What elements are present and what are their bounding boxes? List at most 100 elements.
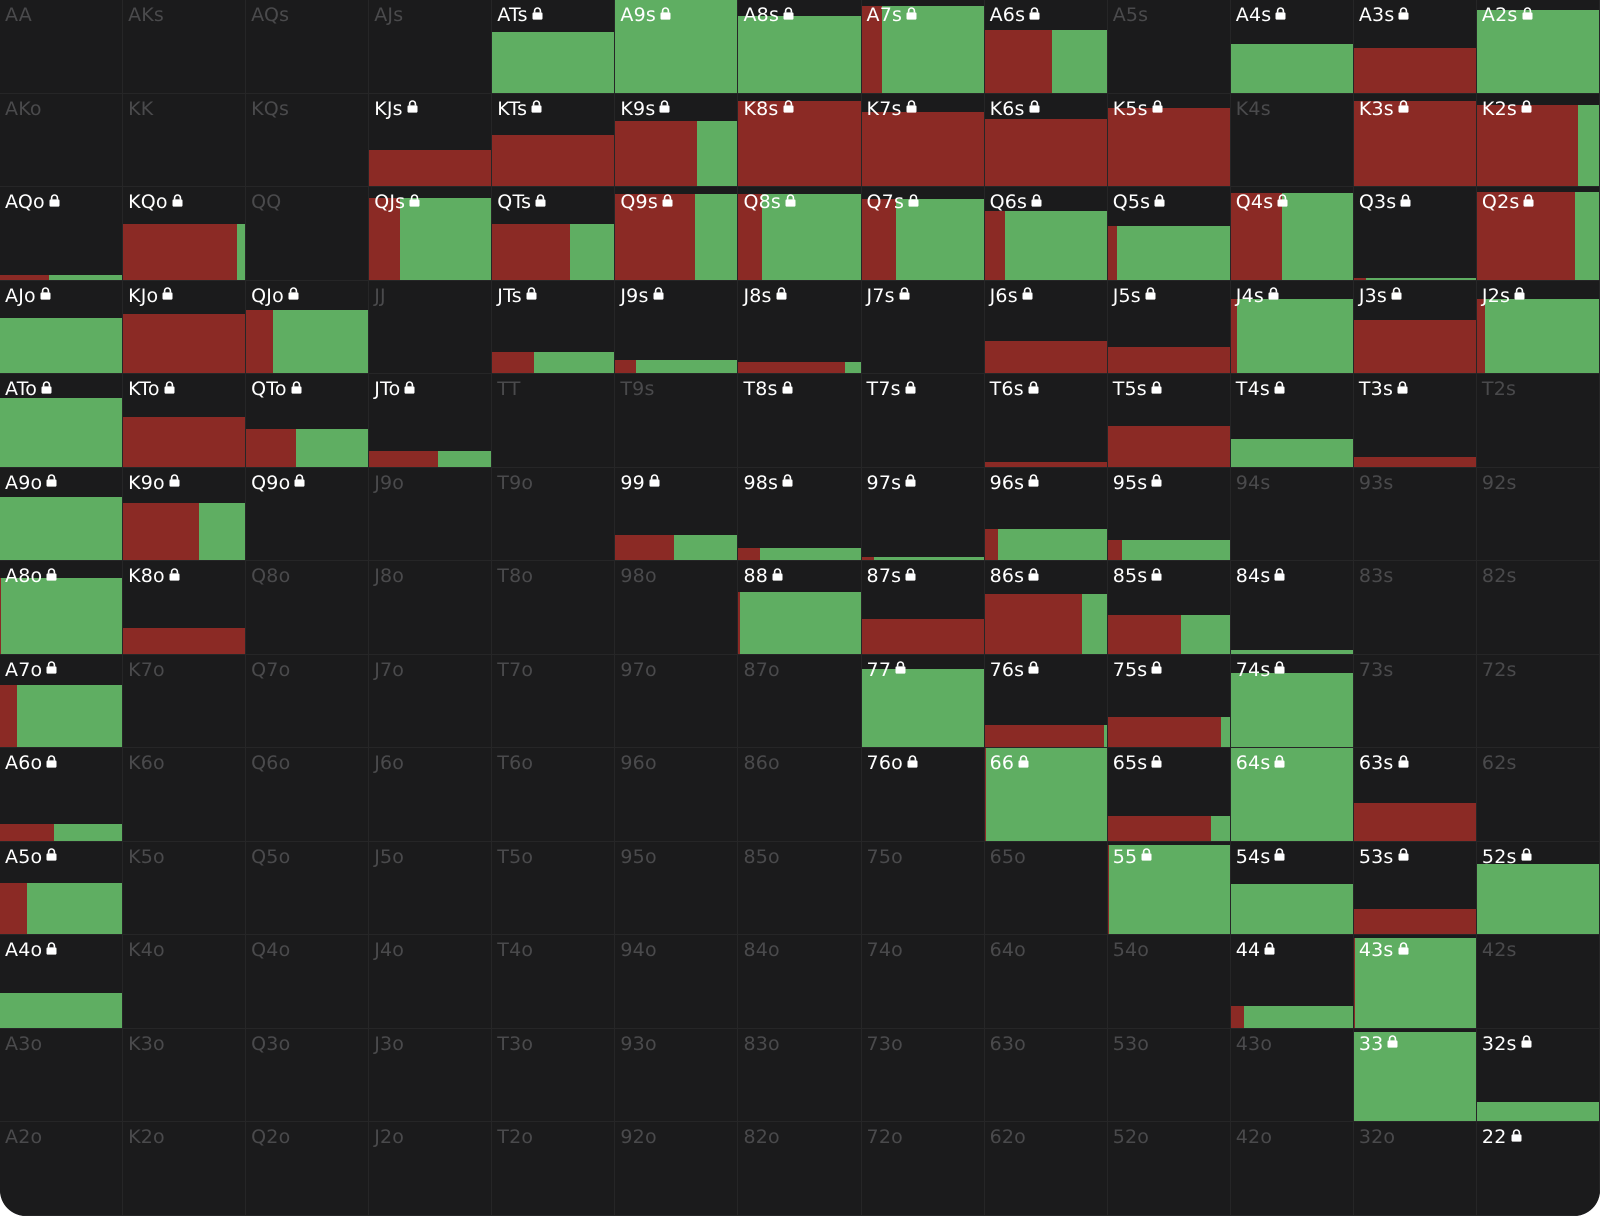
hand-cell[interactable]: 82o — [738, 1122, 862, 1216]
hand-cell[interactable]: T8o — [492, 561, 616, 655]
hand-cell[interactable]: 66 — [984, 748, 1108, 842]
hand-cell[interactable]: 65s — [1107, 748, 1231, 842]
hand-cell[interactable]: J7o — [369, 654, 493, 749]
hand-cell[interactable]: 76s — [984, 654, 1108, 749]
hand-cell[interactable]: J6s — [984, 280, 1108, 375]
hand-cell[interactable]: 86o — [738, 748, 862, 842]
hand-cell[interactable]: 92s — [1476, 467, 1600, 562]
hand-cell[interactable]: 53o — [1107, 1028, 1231, 1123]
hand-cell[interactable]: J8o — [369, 561, 493, 655]
hand-cell[interactable]: TT — [492, 374, 616, 468]
hand-cell[interactable]: T5o — [492, 841, 616, 936]
hand-cell[interactable]: KK — [123, 93, 247, 188]
hand-cell[interactable]: 63o — [984, 1028, 1108, 1123]
hand-cell[interactable]: ATo — [0, 374, 124, 468]
hand-cell[interactable]: A9s — [615, 0, 739, 94]
hand-cell[interactable]: K4o — [123, 935, 247, 1029]
hand-cell[interactable]: 74s — [1230, 654, 1354, 749]
hand-cell[interactable]: A5o — [0, 841, 124, 936]
hand-cell[interactable]: K7o — [123, 654, 247, 749]
hand-cell[interactable]: A8s — [738, 0, 862, 94]
hand-cell[interactable]: Q2o — [246, 1122, 370, 1216]
hand-cell[interactable]: Q9o — [246, 467, 370, 562]
hand-cell[interactable]: Q4o — [246, 935, 370, 1029]
hand-cell[interactable]: 95s — [1107, 467, 1231, 562]
hand-cell[interactable]: A7o — [0, 654, 124, 749]
hand-cell[interactable]: Q3o — [246, 1028, 370, 1123]
hand-cell[interactable]: AA — [0, 0, 124, 94]
hand-cell[interactable]: K2s — [1476, 93, 1600, 188]
hand-cell[interactable]: 55 — [1107, 841, 1231, 936]
hand-cell[interactable]: 42s — [1476, 935, 1600, 1029]
hand-cell[interactable]: T6o — [492, 748, 616, 842]
hand-cell[interactable]: Q9s — [615, 187, 739, 281]
hand-cell[interactable]: 94s — [1230, 467, 1354, 562]
hand-cell[interactable]: J6o — [369, 748, 493, 842]
hand-cell[interactable]: 83o — [738, 1028, 862, 1123]
hand-cell[interactable]: 52o — [1107, 1122, 1231, 1216]
hand-cell[interactable]: J4o — [369, 935, 493, 1029]
hand-cell[interactable]: T8s — [738, 374, 862, 468]
hand-cell[interactable]: KQs — [246, 93, 370, 188]
hand-cell[interactable]: 73s — [1353, 654, 1477, 749]
hand-cell[interactable]: K6s — [984, 93, 1108, 188]
hand-cell[interactable]: 83s — [1353, 561, 1477, 655]
hand-cell[interactable]: T9o — [492, 467, 616, 562]
hand-cell[interactable]: A4s — [1230, 0, 1354, 94]
hand-cell[interactable]: 97o — [615, 654, 739, 749]
hand-cell[interactable]: A2o — [0, 1122, 124, 1216]
hand-cell[interactable]: 52s — [1476, 841, 1600, 936]
hand-cell[interactable]: ATs — [492, 0, 616, 94]
hand-cell[interactable]: Q5s — [1107, 187, 1231, 281]
hand-cell[interactable]: 86s — [984, 561, 1108, 655]
hand-cell[interactable]: T6s — [984, 374, 1108, 468]
hand-cell[interactable]: Q6o — [246, 748, 370, 842]
hand-cell[interactable]: 22 — [1476, 1122, 1600, 1216]
hand-cell[interactable]: 62o — [984, 1122, 1108, 1216]
hand-cell[interactable]: K5s — [1107, 93, 1231, 188]
hand-cell[interactable]: 65o — [984, 841, 1108, 936]
hand-cell[interactable]: 95o — [615, 841, 739, 936]
hand-cell[interactable]: AQo — [0, 187, 124, 281]
hand-cell[interactable]: KJo — [123, 280, 247, 375]
hand-cell[interactable]: KJs — [369, 93, 493, 188]
hand-cell[interactable]: K2o — [123, 1122, 247, 1216]
hand-cell[interactable]: Q5o — [246, 841, 370, 936]
hand-cell[interactable]: A9o — [0, 467, 124, 562]
hand-cell[interactable]: A3s — [1353, 0, 1477, 94]
hand-cell[interactable]: 64s — [1230, 748, 1354, 842]
hand-cell[interactable]: 84o — [738, 935, 862, 1029]
hand-cell[interactable]: 62s — [1476, 748, 1600, 842]
hand-cell[interactable]: 72s — [1476, 654, 1600, 749]
hand-cell[interactable]: AQs — [246, 0, 370, 94]
hand-cell[interactable]: A6s — [984, 0, 1108, 94]
hand-cell[interactable]: T3s — [1353, 374, 1477, 468]
hand-cell[interactable]: T2o — [492, 1122, 616, 1216]
hand-cell[interactable]: KQo — [123, 187, 247, 281]
hand-cell[interactable]: A6o — [0, 748, 124, 842]
hand-cell[interactable]: K3s — [1353, 93, 1477, 188]
hand-cell[interactable]: JJ — [369, 280, 493, 375]
hand-cell[interactable]: J3o — [369, 1028, 493, 1123]
hand-cell[interactable]: 93o — [615, 1028, 739, 1123]
hand-cell[interactable]: 85s — [1107, 561, 1231, 655]
hand-cell[interactable]: 64o — [984, 935, 1108, 1029]
hand-cell[interactable]: J3s — [1353, 280, 1477, 375]
hand-cell[interactable]: Q4s — [1230, 187, 1354, 281]
hand-cell[interactable]: 43o — [1230, 1028, 1354, 1123]
hand-cell[interactable]: 74o — [861, 935, 985, 1029]
hand-cell[interactable]: 76o — [861, 748, 985, 842]
hand-cell[interactable]: 54o — [1107, 935, 1231, 1029]
hand-cell[interactable]: 33 — [1353, 1028, 1477, 1123]
hand-cell[interactable]: A4o — [0, 935, 124, 1029]
hand-cell[interactable]: Q7o — [246, 654, 370, 749]
hand-cell[interactable]: Q7s — [861, 187, 985, 281]
hand-cell[interactable]: 42o — [1230, 1122, 1354, 1216]
hand-cell[interactable]: QJo — [246, 280, 370, 375]
hand-cell[interactable]: A3o — [0, 1028, 124, 1123]
hand-cell[interactable]: T5s — [1107, 374, 1231, 468]
hand-cell[interactable]: T4o — [492, 935, 616, 1029]
hand-cell[interactable]: 75o — [861, 841, 985, 936]
hand-cell[interactable]: J2o — [369, 1122, 493, 1216]
hand-cell[interactable]: J5o — [369, 841, 493, 936]
